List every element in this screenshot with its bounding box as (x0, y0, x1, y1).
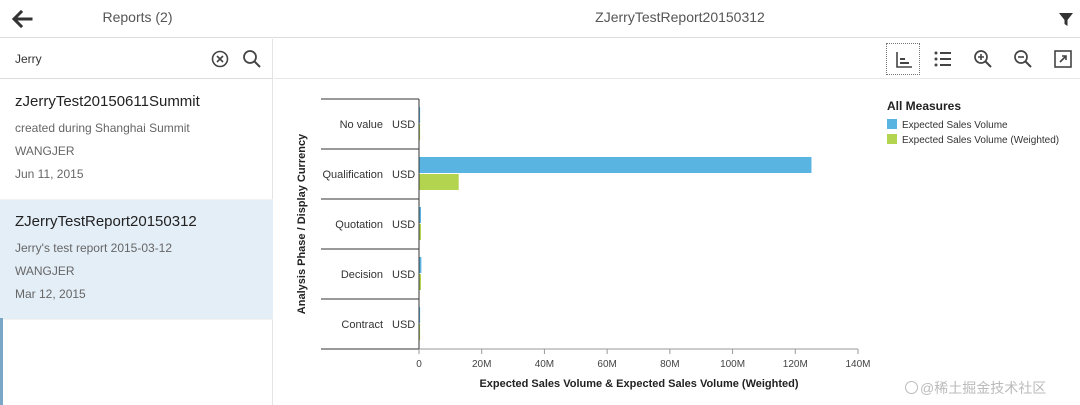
category-sub-label: USD (392, 319, 415, 331)
legend-label: Expected Sales Volume (Weighted) (902, 135, 1059, 146)
category-label: No value (340, 119, 383, 131)
search-bar (0, 39, 273, 79)
bar-expected-sales-volume-weighted (419, 224, 421, 240)
search-input[interactable] (6, 45, 202, 73)
legend-label: Expected Sales Volume (902, 120, 1008, 131)
bar-expected-sales-volume-weighted (419, 274, 421, 290)
watermark: @稀土掘金技术社区 (905, 378, 1077, 398)
fullscreen-button[interactable] (1046, 43, 1080, 75)
bar-expected-sales-volume-weighted (419, 324, 421, 340)
zoom-out-button[interactable] (1006, 43, 1040, 75)
category-label: Qualification (322, 169, 383, 181)
filter-button[interactable] (1056, 9, 1076, 29)
category-label: Contract (341, 319, 383, 331)
report-title: ZJerryTestReport20150312 (15, 213, 197, 230)
chart-area: No value USD Qualification USD Quotation USD D… (274, 80, 1080, 405)
x-axis-title: Expected Sales Volume & Expected Sales V… (479, 378, 798, 390)
bar-expected-sales-volume (419, 157, 812, 173)
zoom-in-icon (974, 50, 992, 68)
back-button[interactable] (9, 7, 35, 31)
report-title: zJerryTest20150611Summit (15, 93, 200, 110)
master-panel: zJerryTest20150611Summit created during … (0, 39, 273, 405)
bar-expected-sales-volume (419, 207, 421, 223)
clear-circle-icon (211, 50, 229, 68)
selection-edge-bar (0, 318, 3, 405)
list-item[interactable]: zJerryTest20150611Summit created during … (0, 80, 273, 200)
zoom-out-icon (1014, 50, 1032, 68)
list-item[interactable]: ZJerryTestReport20150312 Jerry's test re… (0, 200, 273, 320)
category-sub-label: USD (392, 119, 415, 131)
list-view-button[interactable] (926, 43, 960, 75)
report-description: created during Shanghai Summit (15, 121, 190, 135)
list-icon (934, 51, 951, 67)
report-list: zJerryTest20150611Summit created during … (0, 80, 273, 320)
bar-chart: No value USD Qualification USD Quotation USD D… (296, 98, 1059, 390)
report-date: Jun 11, 2015 (15, 167, 84, 181)
fullscreen-icon (1054, 50, 1072, 68)
search-icon (243, 50, 261, 68)
x-tick-label: 140M (845, 359, 870, 370)
bar-chart-button[interactable] (886, 43, 920, 75)
bar-chart-icon (896, 52, 912, 68)
x-tick-label: 20M (472, 359, 491, 370)
category-label: Decision (341, 269, 383, 281)
x-tick-label: 80M (660, 359, 679, 370)
search-button[interactable] (241, 48, 263, 70)
detail-page-title: ZJerryTestReport20150312 (595, 9, 765, 25)
category-sub-label: USD (392, 269, 415, 281)
header-bar: Reports (2) ZJerryTestReport20150312 (0, 0, 1080, 38)
y-axis-title: Analysis Phase / Display Currency (296, 133, 308, 314)
bar-expected-sales-volume-weighted (419, 174, 459, 190)
clear-search-button[interactable] (210, 49, 230, 69)
report-date: Mar 12, 2015 (15, 287, 86, 301)
arrow-left-icon (11, 9, 33, 29)
bar-expected-sales-volume (419, 257, 422, 273)
category-sub-label: USD (392, 219, 415, 231)
report-description: Jerry's test report 2015-03-12 (15, 241, 173, 255)
legend-swatch (887, 119, 897, 129)
x-tick-label: 120M (783, 359, 808, 370)
zoom-in-button[interactable] (966, 43, 1000, 75)
chart-toolbar (274, 39, 1080, 79)
category-sub-label: USD (392, 169, 415, 181)
bar-expected-sales-volume-weighted (419, 124, 421, 140)
x-tick-label: 40M (535, 359, 554, 370)
filter-icon (1059, 13, 1073, 26)
master-page-title: Reports (2) (102, 9, 173, 25)
x-tick-label: 60M (597, 359, 616, 370)
watermark-logo-icon (905, 381, 918, 394)
watermark-text: @稀土掘金技术社区 (920, 380, 1047, 396)
report-owner: WANGJER (15, 264, 75, 278)
bar-expected-sales-volume (419, 307, 421, 323)
category-label: Quotation (335, 219, 383, 231)
report-owner: WANGJER (15, 144, 75, 158)
bar-expected-sales-volume (419, 107, 421, 123)
legend-swatch (887, 134, 897, 144)
x-tick-label: 100M (720, 359, 745, 370)
x-tick-label: 0 (416, 359, 422, 370)
legend-title: All Measures (887, 99, 961, 113)
